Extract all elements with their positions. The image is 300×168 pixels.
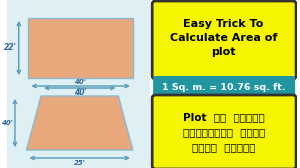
Text: Plot  का  एरिया
निकलनेका  सबसे
आसान  तरीका: Plot का एरिया निकलनेका सबसे आसान तरीका bbox=[182, 112, 265, 152]
FancyBboxPatch shape bbox=[153, 76, 295, 98]
FancyBboxPatch shape bbox=[152, 1, 296, 79]
Text: 1 Sq. m. = 10.76 sq. ft.: 1 Sq. m. = 10.76 sq. ft. bbox=[162, 82, 286, 92]
Polygon shape bbox=[26, 96, 133, 150]
Text: 40': 40' bbox=[74, 88, 87, 97]
Text: 40': 40' bbox=[74, 79, 85, 85]
FancyBboxPatch shape bbox=[28, 18, 133, 78]
Text: 40': 40' bbox=[1, 120, 13, 126]
Text: 22': 22' bbox=[4, 44, 17, 52]
Text: Easy Trick To
Calculate Area of
plot: Easy Trick To Calculate Area of plot bbox=[170, 19, 277, 57]
Text: 25': 25' bbox=[74, 160, 85, 166]
FancyBboxPatch shape bbox=[7, 0, 150, 168]
FancyBboxPatch shape bbox=[152, 95, 296, 168]
